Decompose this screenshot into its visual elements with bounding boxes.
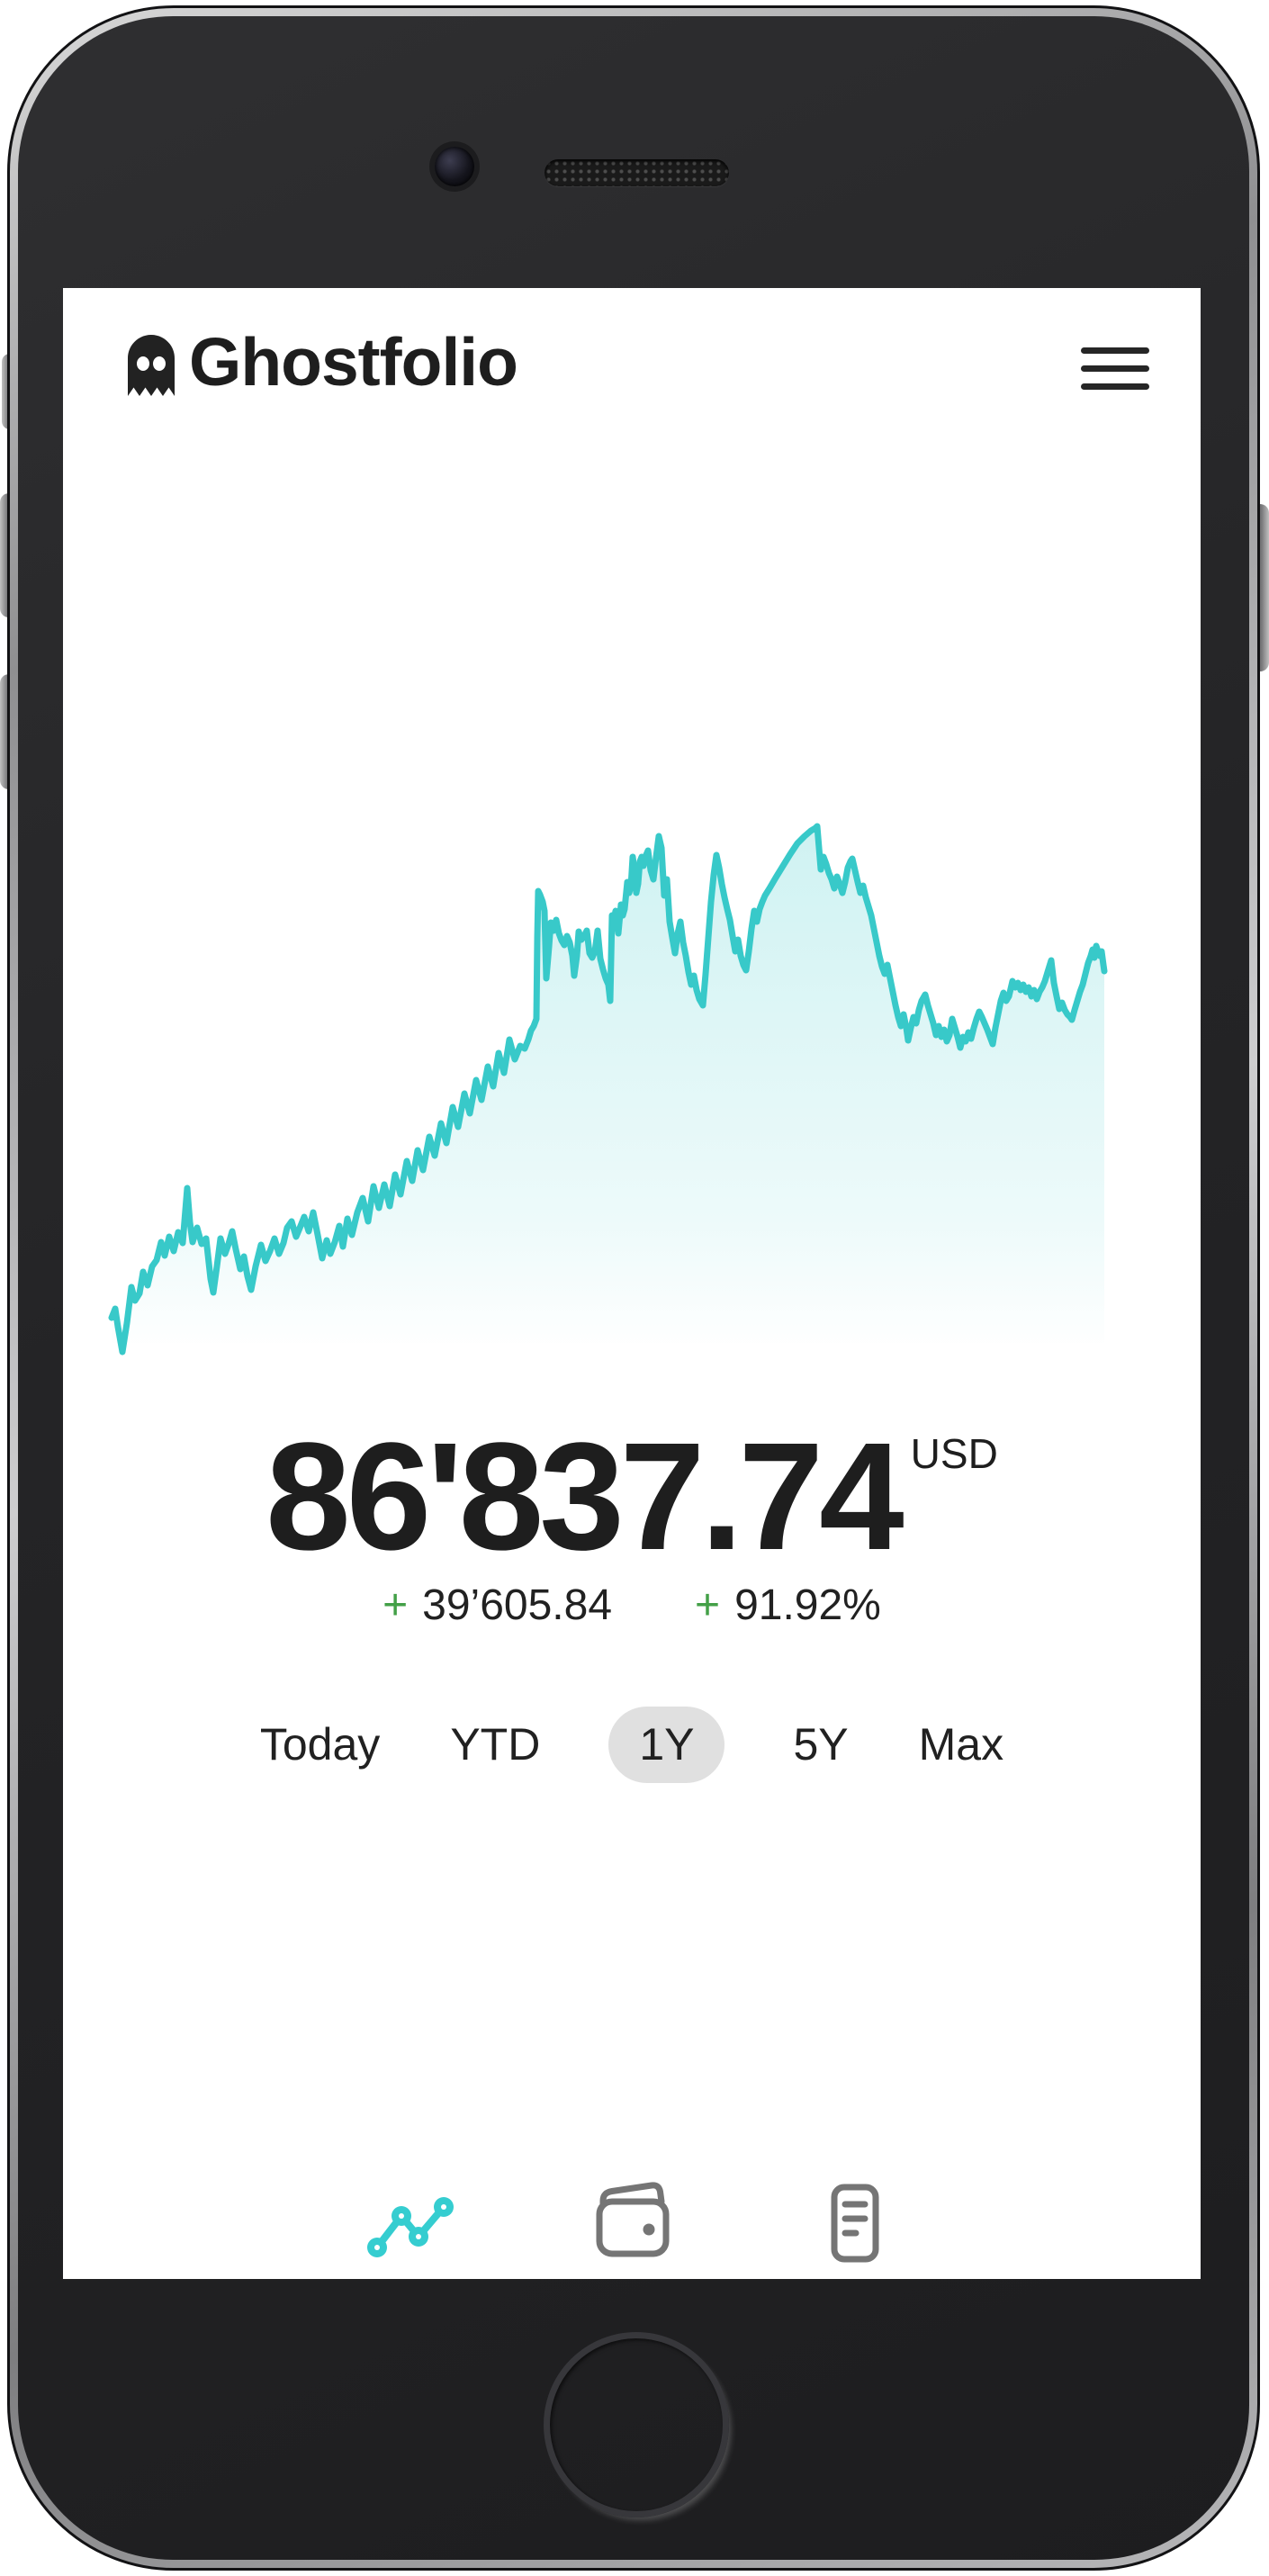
phone-frame: Ghostfolio (7, 5, 1260, 2571)
phone-front-glass: Ghostfolio (18, 16, 1249, 2560)
chart-line (108, 823, 1108, 1356)
change-percent: + 91.92% (695, 1581, 881, 1630)
nav-overview[interactable] (365, 2178, 455, 2268)
plus-icon: + (382, 1581, 409, 1629)
reader-icon (831, 2184, 879, 2263)
change-percent-value: 91.92% (734, 1581, 881, 1629)
change-amount-value: 39’605.84 (422, 1581, 613, 1629)
performance-chart[interactable] (108, 823, 1108, 1356)
date-range-selector: Today YTD 1Y 5Y Max (63, 1707, 1201, 1783)
range-today[interactable]: Today (258, 1707, 382, 1783)
nav-wallet[interactable] (587, 2178, 677, 2268)
range-ytd[interactable]: YTD (448, 1707, 542, 1783)
change-amount: + 39’605.84 (382, 1581, 612, 1630)
front-camera (435, 147, 474, 186)
portfolio-value: 86'837.74 (266, 1411, 904, 1582)
nav-transactions[interactable] (808, 2178, 898, 2268)
earpiece-speaker (544, 159, 729, 186)
plus-icon: + (695, 1581, 721, 1629)
ghostfolio-logo-icon (128, 335, 175, 396)
app-screen: Ghostfolio (63, 288, 1201, 2279)
portfolio-change-row: + 39’605.84 + 91.92% (63, 1581, 1201, 1630)
analytics-icon (367, 2197, 454, 2257)
chart-area (112, 826, 1104, 1352)
home-button[interactable] (544, 2332, 729, 2517)
app-header: Ghostfolio (63, 324, 1201, 400)
range-max[interactable]: Max (917, 1707, 1005, 1783)
range-1y[interactable]: 1Y (608, 1707, 725, 1783)
menu-button[interactable] (1081, 347, 1149, 390)
currency-label: USD (910, 1430, 998, 1477)
hamburger-icon (1081, 347, 1149, 354)
bottom-navigation (63, 2178, 1201, 2268)
range-5y[interactable]: 5Y (791, 1707, 850, 1783)
wallet-icon (596, 2182, 670, 2257)
page-title: Ghostfolio (189, 324, 518, 400)
portfolio-value-row: 86'837.74 USD (63, 1420, 1201, 1573)
